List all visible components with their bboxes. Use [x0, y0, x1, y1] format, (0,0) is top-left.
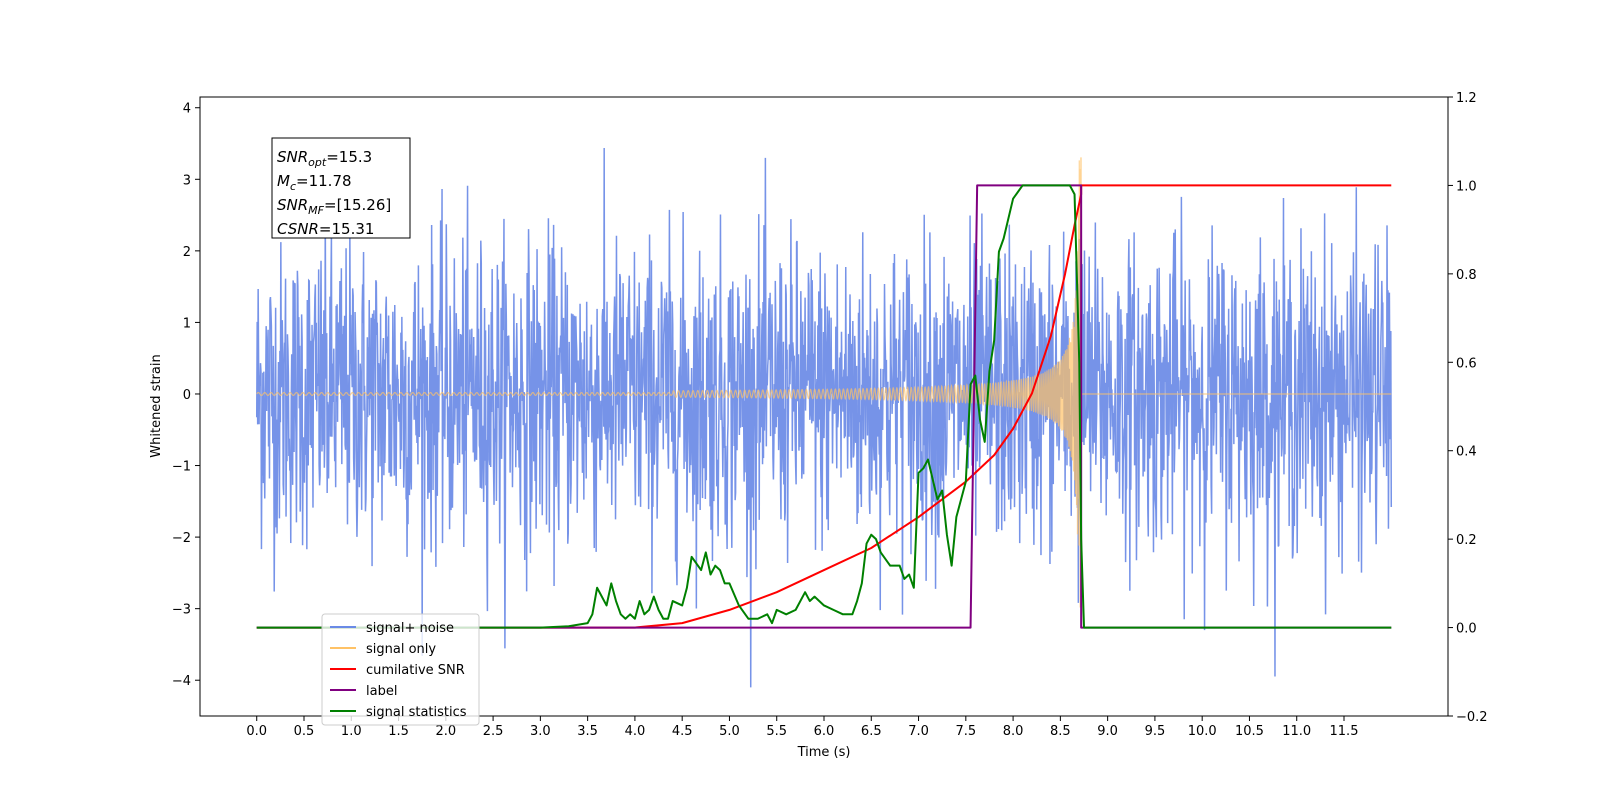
series-signal-only [256, 157, 1392, 608]
y-tick-label: −2 [172, 531, 191, 546]
legend-entry: signal only [366, 642, 436, 657]
y-axis-left: 4 3 2 1 0 −1 −2 −3 −4 [172, 102, 200, 689]
x-tick-label: 8.0 [1003, 724, 1024, 739]
x-tick-label: 3.5 [577, 724, 598, 739]
y-tick-label: 2 [183, 245, 191, 260]
y-tick-label: −1 [172, 460, 191, 475]
x-tick-label: 1.0 [341, 724, 362, 739]
x-tick-label: 3.0 [530, 724, 551, 739]
y2-tick-label: 0.2 [1456, 533, 1477, 548]
annotation-line: Mc=11.78 [277, 172, 352, 193]
legend-entry: label [366, 684, 397, 699]
x-tick-label: 1.5 [388, 724, 409, 739]
y-axis-right: 1.2 1.0 0.8 0.6 0.4 0.2 0.0 −0.2 [1448, 91, 1488, 725]
annotation-line: CSNR=15.31 [277, 220, 374, 238]
annotation-line: SNRMF=[15.26] [277, 196, 391, 217]
y2-tick-label: 0.8 [1456, 268, 1477, 283]
x-tick-label: 6.5 [861, 724, 882, 739]
x-tick-label: 10.0 [1188, 724, 1217, 739]
y-tick-label: 3 [183, 173, 191, 188]
x-tick-label: 6.0 [814, 724, 835, 739]
x-axis: 0.0 0.5 1.0 1.5 2.0 2.5 3.0 3.5 4.0 4.5 5.0 5.5 6.0 6… [246, 716, 1358, 739]
x-tick-label: 8.5 [1050, 724, 1071, 739]
y2-tick-label: 0.4 [1456, 445, 1477, 460]
series-signal-noise [255, 148, 1393, 688]
y-tick-label: 4 [183, 102, 191, 117]
y-axis-label: Whitened strain [149, 354, 164, 457]
x-tick-label: 4.5 [672, 724, 693, 739]
x-tick-label: 11.0 [1282, 724, 1311, 739]
x-tick-label: 7.0 [908, 724, 929, 739]
series-layer [255, 148, 1393, 688]
x-tick-label: 2.5 [483, 724, 504, 739]
x-axis-label: Time (s) [797, 745, 851, 760]
annotation-box: SNRopt=15.3 Mc=11.78 SNRMF=[15.26] CSNR=15.… [271, 137, 411, 239]
x-tick-label: 0.5 [294, 724, 315, 739]
y-tick-label: 1 [183, 316, 191, 331]
x-tick-label: 9.0 [1097, 724, 1118, 739]
y-tick-label: −4 [172, 674, 191, 689]
y2-tick-label: 1.2 [1456, 91, 1477, 106]
series-signal-statistics [256, 184, 1392, 629]
y-tick-label: −3 [172, 603, 191, 618]
legend-entry: signal statistics [366, 705, 467, 720]
x-tick-label: 11.5 [1330, 724, 1359, 739]
x-tick-label: 5.0 [719, 724, 740, 739]
y2-tick-label: 0.0 [1456, 622, 1477, 637]
x-tick-label: 7.5 [955, 724, 976, 739]
y2-tick-label: 0.6 [1456, 356, 1477, 371]
legend-entry: signal+ noise [366, 621, 454, 636]
y-tick-label: 0 [183, 388, 191, 403]
x-tick-label: 9.5 [1145, 724, 1166, 739]
series-cumilative-snr [256, 184, 1392, 629]
x-tick-label: 4.0 [625, 724, 646, 739]
y2-tick-label: 1.0 [1456, 179, 1477, 194]
x-tick-label: 10.5 [1235, 724, 1264, 739]
legend: signal+ noise signal only cumilative SNR la… [321, 613, 480, 726]
annotation-line: SNRopt=15.3 [277, 148, 372, 169]
x-tick-label: 5.5 [766, 724, 787, 739]
y2-tick-label: −0.2 [1456, 710, 1488, 725]
x-tick-label: 2.0 [435, 724, 456, 739]
legend-entry: cumilative SNR [366, 663, 465, 678]
x-tick-label: 0.0 [246, 724, 267, 739]
